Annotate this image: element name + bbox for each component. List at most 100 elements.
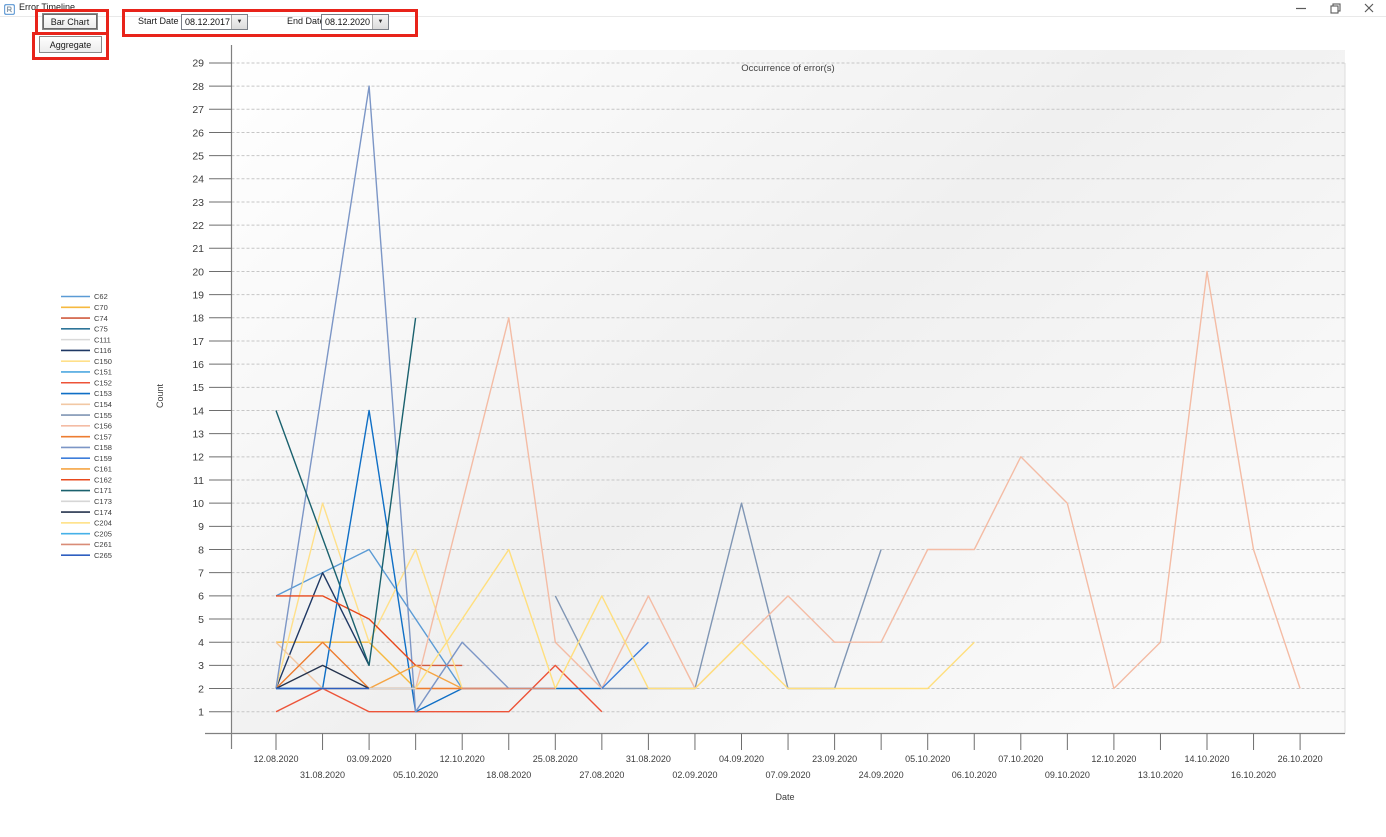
plot-area <box>231 50 1345 734</box>
x-axis-title: Date <box>775 792 794 802</box>
end-date-dropdown-icon[interactable]: ▼ <box>372 15 388 29</box>
legend-label: C173 <box>94 497 112 506</box>
legend-item-C173: C173 <box>61 497 112 506</box>
legend-item-C204: C204 <box>61 519 112 528</box>
x-tick-label: 07.10.2020 <box>998 754 1043 764</box>
legend-label: C70 <box>94 303 108 312</box>
legend-item-C261: C261 <box>61 540 112 549</box>
legend-item-C157: C157 <box>61 432 112 441</box>
y-tick-label: 7 <box>198 567 204 579</box>
x-tick-label: 31.08.2020 <box>626 754 671 764</box>
legend-item-C74: C74 <box>61 314 108 323</box>
start-date-combo[interactable]: 08.12.2017 ▼ <box>181 14 248 30</box>
legend-item-C150: C150 <box>61 357 112 366</box>
x-tick-label: 09.10.2020 <box>1045 770 1090 780</box>
y-tick-label: 25 <box>192 150 204 162</box>
close-icon[interactable] <box>1352 0 1386 16</box>
legend-item-C154: C154 <box>61 400 112 409</box>
legend-item-C156: C156 <box>61 422 112 431</box>
y-tick-label: 13 <box>192 428 204 440</box>
start-date-dropdown-icon[interactable]: ▼ <box>231 15 247 29</box>
legend-item-C161: C161 <box>61 465 112 474</box>
y-tick-label: 17 <box>192 336 204 348</box>
legend-label: C171 <box>94 486 112 495</box>
window-title: Error Timeline <box>19 2 76 12</box>
x-tick-label: 25.08.2020 <box>533 754 578 764</box>
series-lines <box>275 85 1301 713</box>
legend-label: C265 <box>94 551 112 560</box>
legend-label: C157 <box>94 432 112 441</box>
y-tick-label: 14 <box>192 405 204 417</box>
series-line-C162 <box>276 595 417 666</box>
series-line-C171 <box>275 317 417 667</box>
end-date-value: 08.12.2020 <box>325 17 371 27</box>
x-tick-label: 24.09.2020 <box>859 770 904 780</box>
legend-item-C155: C155 <box>61 411 112 420</box>
x-tick-label: 03.09.2020 <box>347 754 392 764</box>
y-tick-label: 27 <box>192 104 204 116</box>
legend-label: C158 <box>94 443 112 452</box>
y-tick-label: 6 <box>198 591 204 603</box>
x-tick-label: 27.08.2020 <box>579 770 624 780</box>
legend-label: C152 <box>94 378 112 387</box>
y-tick-label: 28 <box>192 81 204 93</box>
y-tick-label: 4 <box>198 637 204 649</box>
gridlines <box>231 62 1346 734</box>
aggregate-button[interactable]: Aggregate <box>39 36 102 53</box>
y-tick-label: 9 <box>198 521 204 533</box>
x-tick-label: 18.08.2020 <box>486 770 531 780</box>
start-date-value: 08.12.2017 <box>185 17 231 27</box>
legend-item-C111: C111 <box>61 335 111 344</box>
y-tick-label: 1 <box>198 707 204 719</box>
x-tick-label: 31.08.2020 <box>300 770 345 780</box>
y-tick-label: 21 <box>192 243 204 255</box>
axes <box>205 45 1345 749</box>
y-tick-label: 11 <box>193 475 204 487</box>
end-date-label: End Date <box>287 16 325 26</box>
end-date-combo[interactable]: 08.12.2020 ▼ <box>321 14 389 30</box>
restore-icon[interactable] <box>1318 0 1352 16</box>
legend-item-C158: C158 <box>61 443 112 452</box>
y-axis-ticks: 1234567891011121314151617181920212223242… <box>192 58 232 719</box>
legend-item-C159: C159 <box>61 454 112 463</box>
minimize-icon[interactable] <box>1284 0 1318 16</box>
legend-label: C111 <box>94 335 111 344</box>
x-tick-label: 02.09.2020 <box>672 770 717 780</box>
legend-label: C159 <box>94 454 112 463</box>
x-tick-label: 13.10.2020 <box>1138 770 1183 780</box>
y-tick-label: 24 <box>192 174 204 186</box>
series-line-C158 <box>275 85 510 713</box>
legend-item-C62: C62 <box>61 292 108 301</box>
legend-label: C155 <box>94 411 112 420</box>
y-tick-label: 29 <box>192 58 204 70</box>
x-tick-label: 07.09.2020 <box>766 770 811 780</box>
y-tick-label: 18 <box>192 313 204 325</box>
legend-item-C162: C162 <box>61 475 112 484</box>
legend-label: C74 <box>94 314 108 323</box>
series-line-C150 <box>275 502 463 689</box>
series-line-C159 <box>601 641 649 689</box>
y-tick-label: 19 <box>192 289 204 301</box>
legend-item-C70: C70 <box>61 303 108 312</box>
series-line-C204 <box>415 548 975 690</box>
series-line-C156 <box>414 270 1301 690</box>
x-tick-label: 12.10.2020 <box>440 754 485 764</box>
legend-label: C204 <box>94 519 112 528</box>
y-tick-label: 26 <box>192 127 204 139</box>
legend-item-C153: C153 <box>61 389 112 398</box>
x-tick-label: 05.10.2020 <box>393 770 438 780</box>
legend-label: C151 <box>94 368 112 377</box>
x-tick-label: 06.10.2020 <box>952 770 997 780</box>
legend-label: C205 <box>94 529 112 538</box>
x-tick-label: 04.09.2020 <box>719 754 764 764</box>
legend-item-C152: C152 <box>61 378 112 387</box>
y-tick-label: 10 <box>192 498 204 510</box>
x-tick-label: 26.10.2020 <box>1278 754 1323 764</box>
legend-label: C150 <box>94 357 112 366</box>
x-tick-label: 05.10.2020 <box>905 754 950 764</box>
y-tick-label: 16 <box>192 359 204 371</box>
bar-chart-button[interactable]: Bar Chart <box>42 13 98 30</box>
series-line-C116 <box>275 572 370 689</box>
